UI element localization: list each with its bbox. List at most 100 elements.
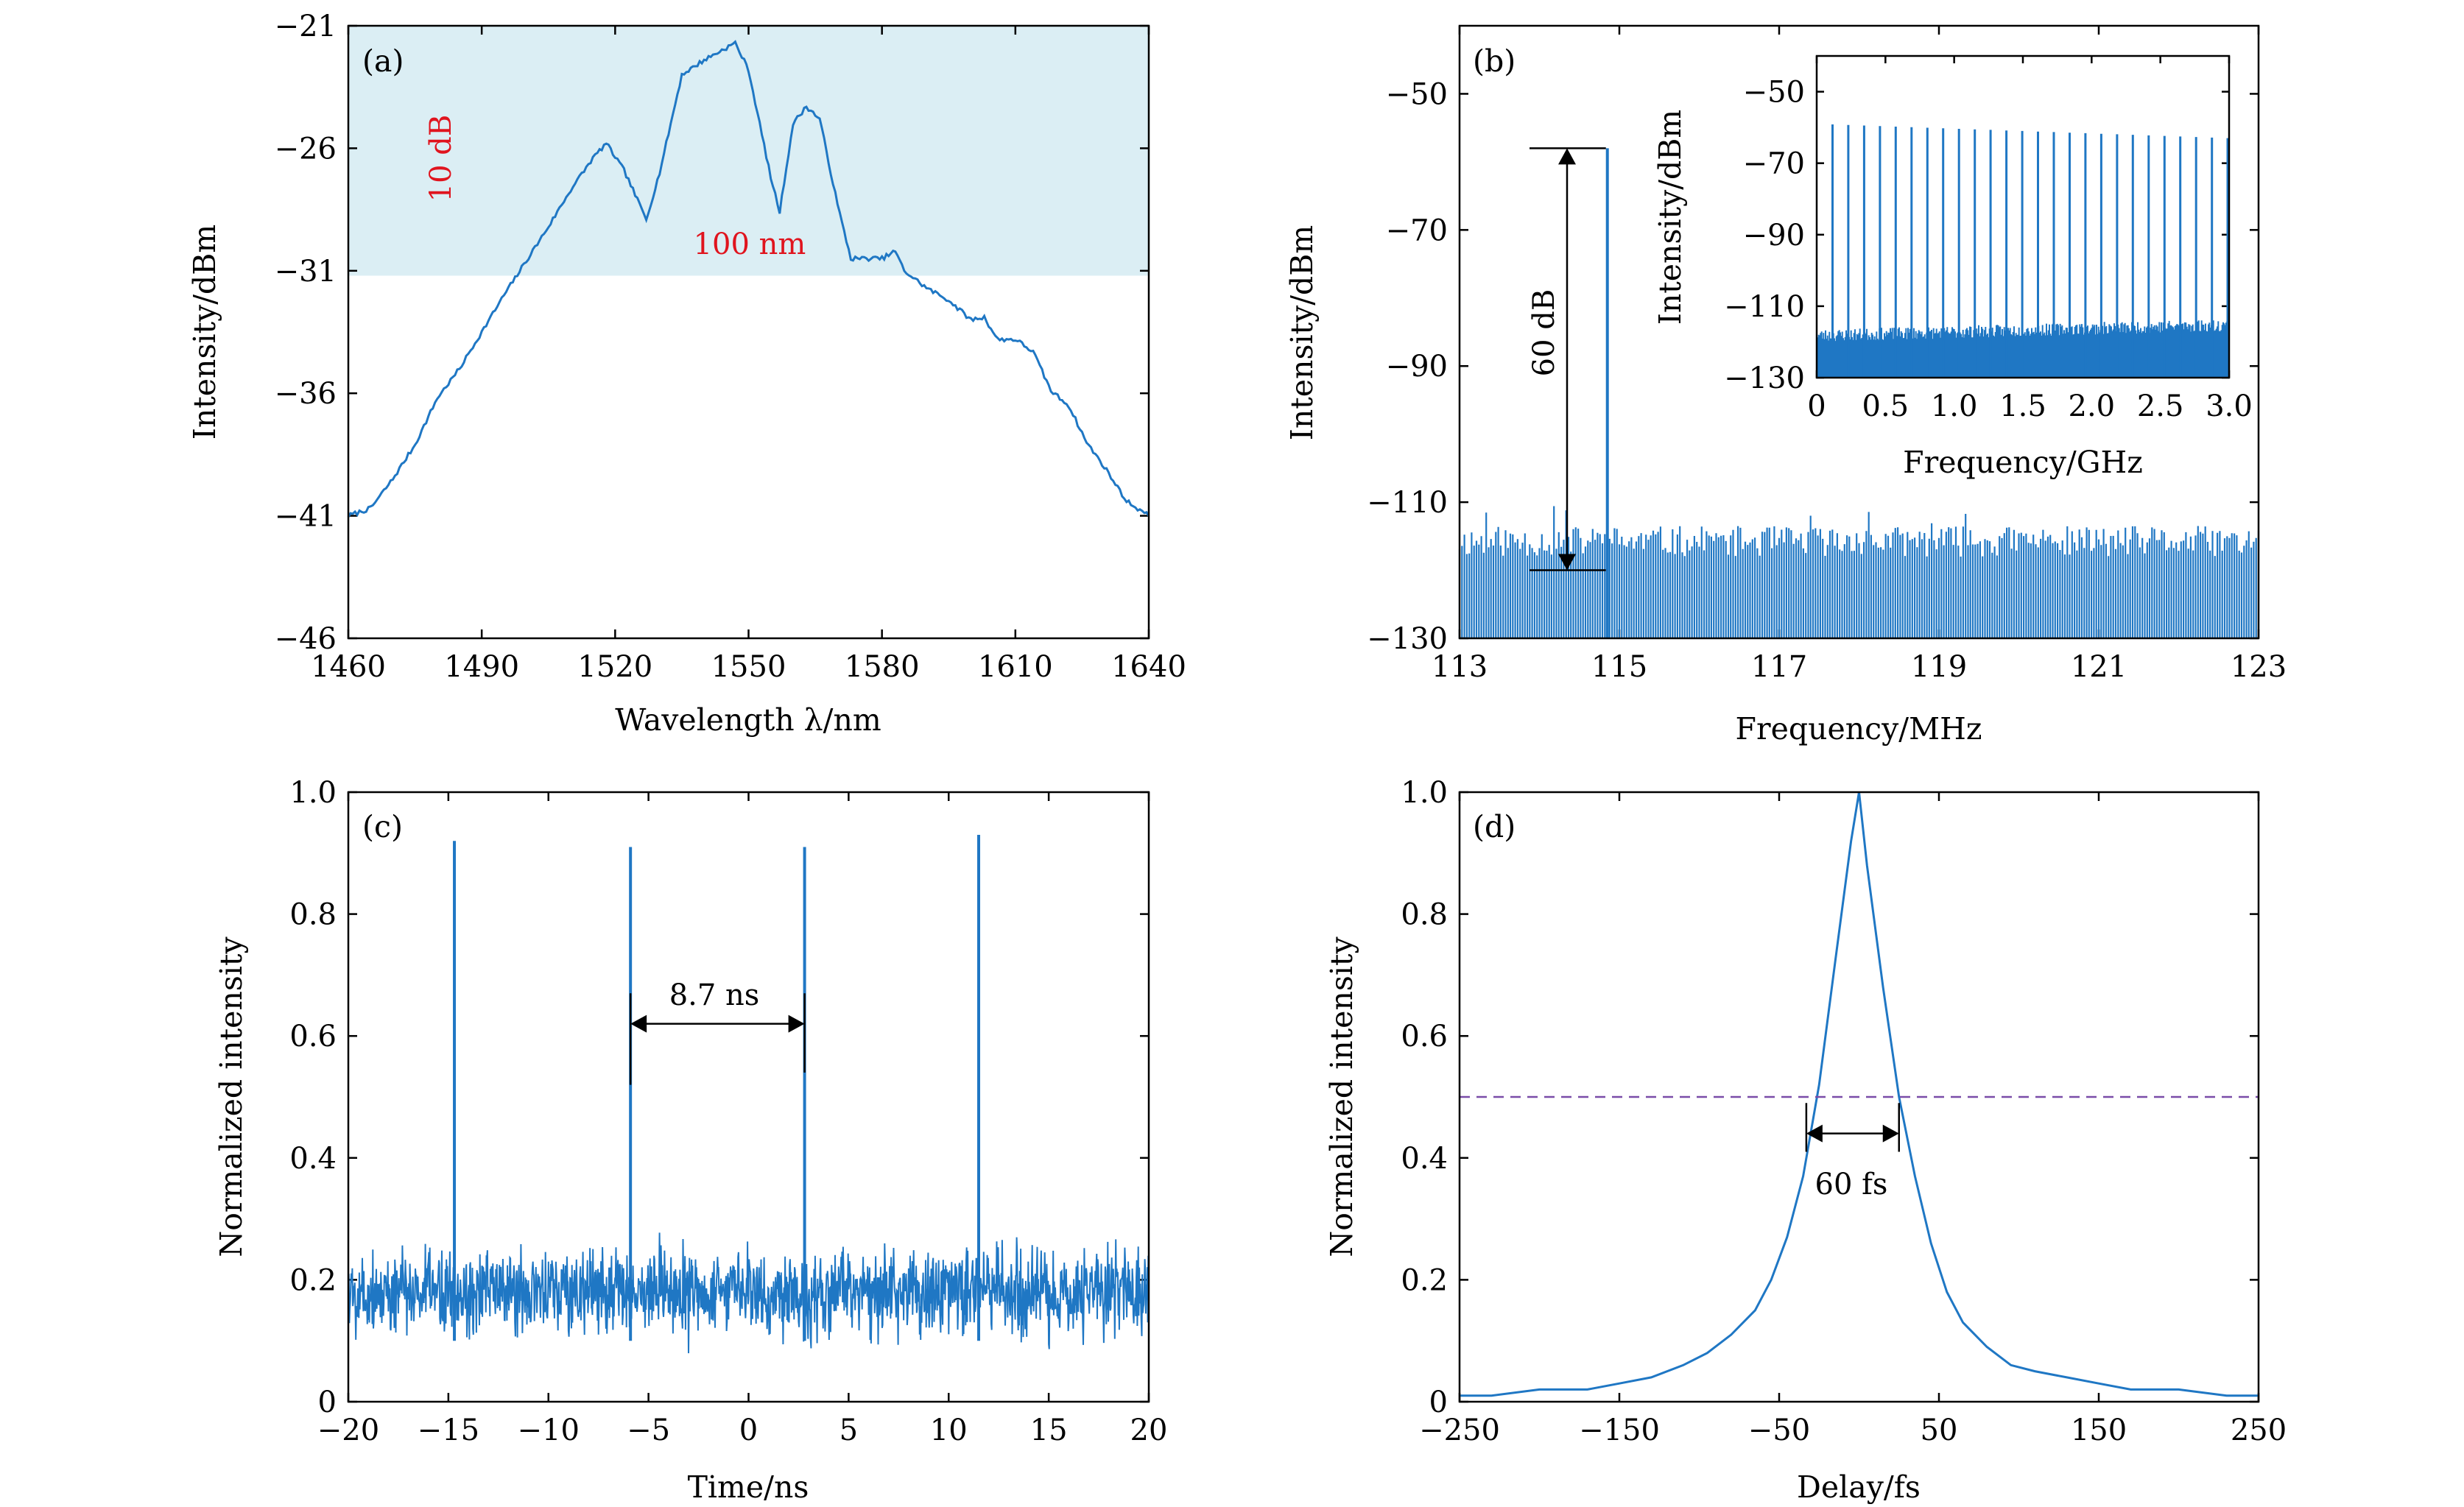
y-tick-label: −50 — [1743, 76, 1805, 110]
y-tick-label: −110 — [1367, 486, 1448, 520]
y-tick-label: 0 — [318, 1386, 337, 1419]
y-tick-label: 0.8 — [1401, 898, 1448, 932]
panel-c-plot-area — [348, 834, 1150, 1354]
x-tick-label: 0 — [739, 1414, 758, 1447]
x-tick-label: 1550 — [711, 650, 786, 684]
panel-a-annotation-width: 100 nm — [694, 227, 806, 261]
x-tick-label: −150 — [1579, 1414, 1660, 1447]
y-tick-label: −90 — [1743, 219, 1805, 253]
x-tick-label: 250 — [2231, 1414, 2287, 1447]
y-tick-label: 0.2 — [1401, 1263, 1448, 1297]
y-tick-label: 0.6 — [289, 1020, 337, 1054]
y-tick-label: −46 — [275, 622, 337, 656]
x-tick-label: 1.0 — [1931, 389, 1978, 423]
y-tick-label: 0.6 — [1401, 1020, 1448, 1054]
panel-b-x-ticks: 113 115 117 119 121 123 — [1432, 26, 2287, 684]
period-arrow-head-right — [788, 1014, 805, 1033]
panel-b-frame — [1458, 24, 2260, 640]
panel-d-y-ticks: 0 0.2 0.4 0.6 0.8 1.0 — [1401, 776, 2259, 1419]
panel-a-y-ticks: −46 −41 −36 −31 −26 −21 — [275, 10, 1149, 656]
fwhm-arrow-head-right — [1882, 1124, 1899, 1143]
range-arrow-head-down — [1558, 554, 1576, 571]
panel-b-range-arrow — [1530, 147, 1606, 571]
x-tick-label: 1490 — [444, 650, 519, 684]
panel-a: 1460 1490 1520 1550 1580 1610 1640 −46 −41 −36 −3… — [187, 10, 1186, 738]
y-tick-label: 1.0 — [289, 776, 337, 810]
x-tick-label: 117 — [1751, 650, 1807, 684]
panel-c-x-ticks: −20 −15 −10 −5 0 5 10 15 20 — [317, 792, 1168, 1447]
panel-d-plot-area — [1460, 791, 2259, 1397]
panel-b-inset: 0 0.5 1.0 1.5 2.0 2.5 3.0 −130 −110 −90 −70 −50 Fr… — [1652, 54, 2253, 480]
x-tick-label: 10 — [930, 1414, 968, 1447]
inset-y-axis-label: Intensity/dBm — [1652, 110, 1688, 325]
x-tick-label: 1580 — [845, 650, 920, 684]
x-tick-label: 115 — [1591, 650, 1647, 684]
panel-b-x-axis-label: Frequency/MHz — [1736, 711, 1982, 747]
y-tick-label: −130 — [1724, 361, 1805, 395]
period-arrow-head-left — [630, 1014, 647, 1033]
panel-c-frame — [347, 791, 1150, 1403]
x-tick-label: 1.5 — [1999, 389, 2046, 423]
y-tick-label: −36 — [275, 377, 337, 411]
y-tick-label: −110 — [1724, 290, 1805, 324]
panel-c-period-arrow — [629, 993, 806, 1085]
x-tick-label: 50 — [1921, 1414, 1958, 1447]
x-tick-label: 20 — [1130, 1414, 1168, 1447]
y-tick-label: −50 — [1386, 77, 1448, 111]
autocorrelation-line — [1460, 791, 2259, 1397]
y-tick-label: −70 — [1743, 147, 1805, 181]
panel-b-annotation-range: 60 dB — [1527, 289, 1561, 377]
panel-a-plot-area — [347, 40, 1150, 518]
panel-d-x-ticks: −250 −150 −50 50 150 250 — [1419, 792, 2287, 1447]
x-tick-label: 0 — [1807, 389, 1826, 423]
y-tick-label: −41 — [275, 500, 337, 534]
x-tick-label: 15 — [1030, 1414, 1068, 1447]
x-tick-label: −10 — [518, 1414, 580, 1447]
panel-c-annotation-period: 8.7 ns — [669, 978, 760, 1012]
inset-x-axis-label: Frequency/GHz — [1903, 445, 2143, 480]
x-tick-label: −250 — [1419, 1414, 1500, 1447]
panel-d: −250 −150 −50 50 150 250 0 0.2 0.4 0.6 0.8 1.0 (d)… — [1324, 776, 2287, 1505]
panel-b-label: (b) — [1473, 43, 1516, 79]
y-tick-label: −130 — [1367, 622, 1448, 656]
x-tick-label: 121 — [2071, 650, 2127, 684]
x-tick-label: −5 — [627, 1414, 670, 1447]
y-tick-label: 1.0 — [1401, 776, 1448, 810]
panel-a-band — [348, 26, 1149, 276]
panel-b-y-ticks: −130 −110 −90 −70 −50 — [1367, 77, 2259, 656]
panel-c-label: (c) — [362, 809, 403, 844]
x-tick-label: 1520 — [577, 650, 652, 684]
x-tick-label: 113 — [1432, 650, 1488, 684]
panel-d-fwhm-arrow — [1805, 1103, 1900, 1152]
fwhm-arrow-head-left — [1806, 1124, 1823, 1143]
y-tick-label: −70 — [1386, 213, 1448, 247]
inset-harmonics — [1831, 124, 2229, 378]
panel-b: 113 115 117 119 121 123 −130 −110 −90 −70 −50 (b)… — [1284, 24, 2287, 747]
spectrum-line — [347, 40, 1150, 518]
inset-x-ticks: 0 0.5 1.0 1.5 2.0 2.5 3.0 — [1807, 56, 2253, 423]
x-tick-label: 1610 — [978, 650, 1053, 684]
panel-c-x-axis-label: Time/ns — [688, 1469, 809, 1505]
x-tick-label: 1640 — [1111, 650, 1186, 684]
x-tick-label: −20 — [317, 1414, 379, 1447]
x-tick-label: −50 — [1748, 1414, 1810, 1447]
x-tick-label: 119 — [1911, 650, 1967, 684]
inset-y-ticks: −130 −110 −90 −70 −50 — [1724, 76, 2229, 395]
y-tick-label: −90 — [1386, 350, 1448, 384]
panel-d-label: (d) — [1473, 809, 1516, 844]
panel-a-y-axis-label: Intensity/dBm — [187, 225, 222, 440]
x-tick-label: 5 — [839, 1414, 858, 1447]
y-tick-label: 0.4 — [1401, 1142, 1448, 1176]
range-arrow-head-up — [1558, 148, 1576, 165]
rf-noise-floor — [1458, 506, 2260, 638]
x-tick-label: −15 — [418, 1414, 479, 1447]
x-tick-label: 150 — [2071, 1414, 2127, 1447]
panel-d-frame — [1458, 791, 2260, 1403]
y-tick-label: −31 — [275, 255, 337, 289]
panel-a-frame — [347, 24, 1150, 640]
y-tick-label: 0.8 — [289, 898, 337, 932]
y-tick-label: −26 — [275, 132, 337, 166]
panel-b-y-axis-label: Intensity/dBm — [1284, 225, 1320, 441]
x-tick-label: 2.0 — [2069, 389, 2116, 423]
